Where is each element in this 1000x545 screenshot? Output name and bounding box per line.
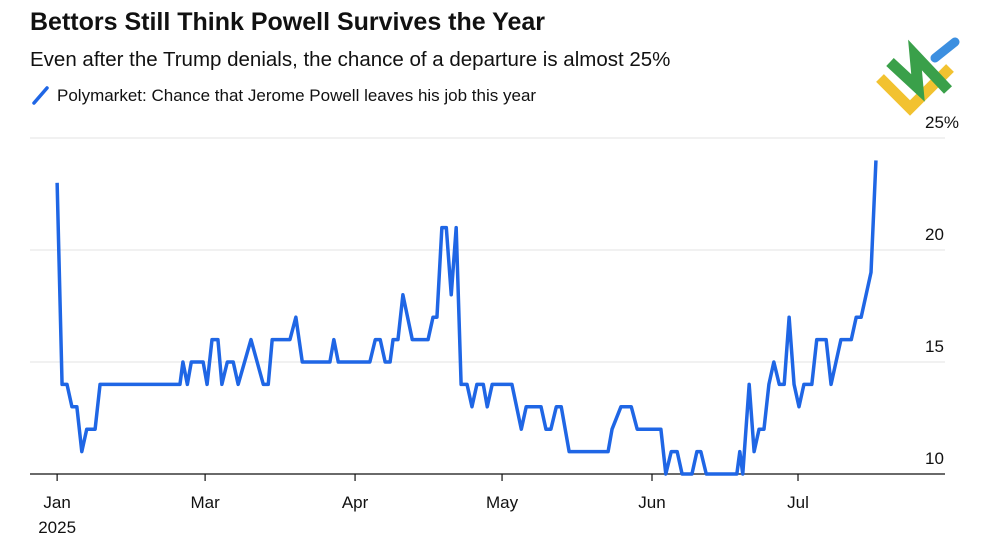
- x-tick-label: Jan: [43, 493, 70, 512]
- legend-swatch: [32, 86, 49, 105]
- y-tick-label: 15: [925, 337, 944, 356]
- x-tick-label: May: [486, 493, 519, 512]
- x-tick-label: Jul: [787, 493, 809, 512]
- y-tick-label: 25%: [925, 113, 959, 132]
- logo: [876, 37, 960, 116]
- x-tick-label: Jun: [638, 493, 665, 512]
- legend-label: Polymarket: Chance that Jerome Powell le…: [57, 86, 536, 105]
- y-tick-label: 20: [925, 225, 944, 244]
- chart-title: Bettors Still Think Powell Survives the …: [30, 8, 545, 36]
- x-sublabel: 2025: [38, 518, 76, 537]
- x-tick-label: Apr: [342, 493, 369, 512]
- data-line: [55, 160, 878, 476]
- y-tick-label: 10: [925, 449, 944, 468]
- x-tick-label: Mar: [190, 493, 220, 512]
- chart-subtitle: Even after the Trump denials, the chance…: [30, 48, 670, 71]
